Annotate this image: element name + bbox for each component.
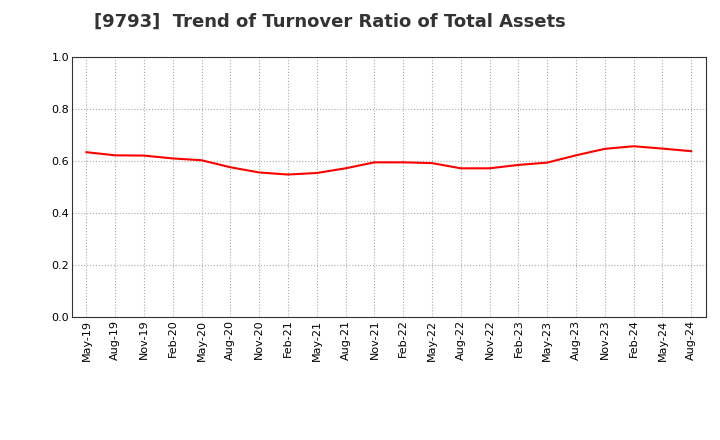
Text: [9793]  Trend of Turnover Ratio of Total Assets: [9793] Trend of Turnover Ratio of Total … — [94, 13, 565, 31]
